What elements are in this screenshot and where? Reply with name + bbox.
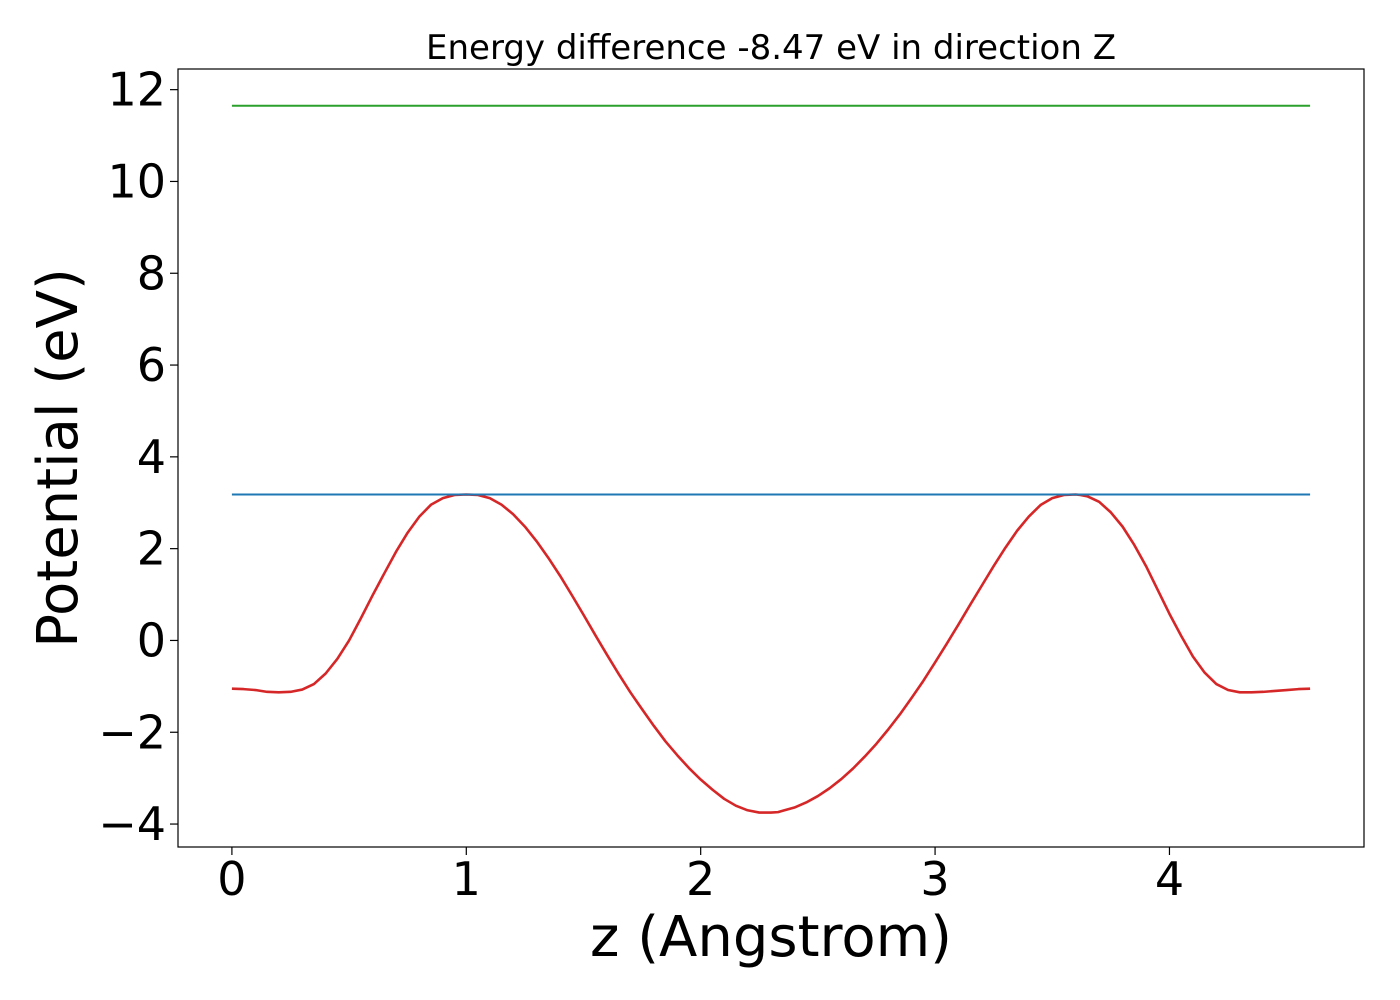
- x-tick-label: 4: [1155, 852, 1184, 906]
- y-tick-label: −4: [98, 797, 166, 851]
- y-tick-label: 2: [137, 522, 166, 576]
- plot-area: [231, 104, 1311, 814]
- x-tick-label: 2: [686, 852, 715, 906]
- x-axis: 0 1 2 3 4: [217, 847, 1184, 906]
- y-tick-label: 10: [107, 154, 166, 208]
- y-tick-label: 4: [137, 430, 166, 484]
- y-tick-label: 0: [137, 613, 166, 667]
- y-axis: −4 −2 0 2 4 6 8 10 12: [98, 63, 178, 851]
- y-tick-label: −2: [98, 705, 166, 759]
- x-tick-label: 3: [920, 852, 949, 906]
- chart-title: Energy difference -8.47 eV in direction …: [426, 28, 1116, 68]
- x-tick-label: 0: [217, 852, 246, 906]
- y-tick-label: 12: [107, 63, 166, 117]
- y-axis-label: Potential (eV): [26, 268, 91, 648]
- x-tick-label: 1: [452, 852, 481, 906]
- plot-frame: [177, 68, 1365, 848]
- y-tick-label: 6: [137, 338, 166, 392]
- y-tick-label: 8: [137, 246, 166, 300]
- x-axis-label: z (Angstrom): [590, 905, 952, 970]
- potential-series-line: [231, 493, 1311, 814]
